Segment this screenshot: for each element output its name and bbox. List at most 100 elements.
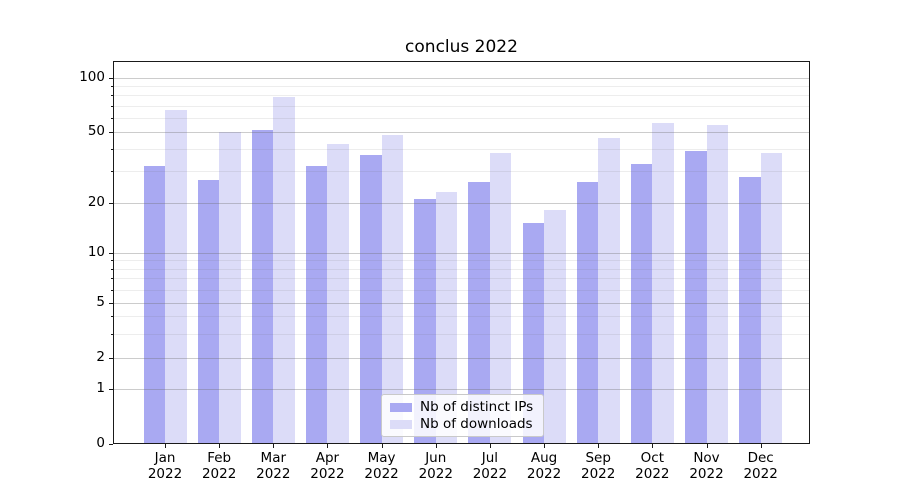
- gridline-major-10: [113, 252, 810, 254]
- bar-mar-nb-of-downloads: [273, 97, 295, 444]
- xtick-jan: [165, 444, 166, 448]
- xtick-jun: [435, 444, 437, 448]
- bar-jan-nb-of-downloads: [165, 110, 187, 444]
- ytick-minor-40: [110, 149, 113, 151]
- xtick-label-jul: Jul 2022: [472, 450, 508, 482]
- gridline-minor-70: [113, 105, 810, 107]
- ytick-label-0: 0: [96, 435, 105, 451]
- bar-apr-nb-of-distinct-ips: [305, 166, 328, 444]
- legend-label-distinct-ips: Nb of distinct IPs: [420, 399, 534, 415]
- xtick-label-apr: Apr 2022: [310, 450, 345, 482]
- ytick-minor-70: [110, 105, 113, 107]
- xtick-aug: [544, 444, 546, 448]
- ytick-label-100: 100: [79, 68, 105, 85]
- gridline-major-5: [113, 303, 810, 304]
- legend-label-downloads: Nb of downloads: [420, 416, 533, 432]
- bar-sep-nb-of-downloads: [598, 138, 620, 444]
- ytick-label-10: 10: [87, 243, 105, 260]
- bar-nov-nb-of-downloads: [706, 124, 728, 444]
- ytick-minor-6: [110, 289, 113, 291]
- gridline-minor-60: [113, 117, 810, 119]
- bar-apr-nb-of-downloads: [327, 143, 349, 444]
- xtick-label-may: May 2022: [364, 450, 399, 482]
- xtick-label-mar: Mar 2022: [256, 450, 291, 482]
- chart-title: conclus 2022: [405, 37, 518, 57]
- bar-mar-nb-of-distinct-ips: [251, 130, 274, 444]
- xtick-apr: [327, 444, 329, 448]
- gridline-minor-3: [113, 333, 810, 335]
- bar-jun-nb-of-distinct-ips: [414, 198, 436, 444]
- bar-oct-nb-of-distinct-ips: [630, 164, 653, 444]
- xtick-label-feb: Feb 2022: [201, 450, 237, 482]
- ytick-1: [109, 389, 113, 390]
- gridline-major-1: [113, 389, 810, 390]
- gridline-minor-6: [113, 289, 810, 291]
- ytick-minor-9: [110, 260, 113, 262]
- xtick-label-jan: Jan 2022: [147, 450, 183, 482]
- ytick-label-2: 2: [96, 349, 105, 365]
- ytick-label-20: 20: [87, 193, 105, 210]
- bar-aug-nb-of-distinct-ips: [522, 223, 545, 444]
- gridline-major-50: [113, 132, 810, 133]
- legend-entry-downloads: Nb of downloads: [390, 416, 535, 432]
- ytick-label-50: 50: [87, 123, 105, 139]
- xtick-label-oct: Oct 2022: [635, 450, 670, 482]
- bar-sep-nb-of-distinct-ips: [576, 182, 599, 444]
- xtick-oct: [652, 444, 654, 448]
- gridline-minor-4: [113, 316, 810, 318]
- xtick-dec: [760, 444, 762, 448]
- ytick-minor-4: [110, 316, 113, 318]
- gridline-minor-7: [113, 278, 810, 280]
- gridline-minor-8: [113, 268, 810, 270]
- bar-feb-nb-of-distinct-ips: [197, 179, 220, 444]
- legend-entry-distinct-ips: Nb of distinct IPs: [390, 399, 535, 415]
- gridline-minor-80: [113, 95, 810, 97]
- gridline-major-20: [113, 202, 810, 204]
- ytick-label-1: 1: [96, 380, 105, 396]
- ytick-5: [109, 303, 113, 304]
- xtick-label-sep: Sep 2022: [581, 450, 616, 482]
- xtick-mar: [273, 444, 275, 448]
- legend: Nb of distinct IPs Nb of downloads: [381, 394, 544, 437]
- xtick-label-jun: Jun 2022: [418, 450, 453, 482]
- bar-dec-nb-of-downloads: [760, 153, 783, 444]
- xtick-jul: [489, 444, 491, 448]
- ytick-minor-30: [110, 171, 113, 173]
- bar-may-nb-of-downloads: [381, 135, 404, 444]
- gridline-minor-30: [113, 171, 810, 173]
- bar-feb-nb-of-downloads: [219, 132, 241, 444]
- bar-jan-nb-of-distinct-ips: [143, 166, 165, 444]
- ytick-minor-7: [110, 278, 113, 280]
- ytick-50: [109, 132, 113, 133]
- ytick-label-5: 5: [96, 294, 105, 310]
- gridline-minor-90: [113, 85, 810, 87]
- bar-oct-nb-of-downloads: [652, 123, 674, 444]
- xtick-label-nov: Nov 2022: [689, 450, 724, 482]
- ytick-10: [109, 252, 113, 254]
- bar-aug-nb-of-downloads: [544, 210, 566, 444]
- bar-may-nb-of-distinct-ips: [360, 155, 382, 444]
- ytick-2: [109, 358, 113, 359]
- bar-jul-nb-of-distinct-ips: [468, 182, 490, 444]
- xtick-sep: [598, 444, 600, 448]
- bar-jul-nb-of-downloads: [489, 153, 512, 444]
- xtick-may: [381, 444, 383, 448]
- bar-dec-nb-of-distinct-ips: [739, 176, 761, 444]
- ytick-minor-80: [110, 95, 113, 97]
- xtick-label-dec: Dec 2022: [743, 450, 778, 482]
- ytick-20: [109, 202, 113, 204]
- gridline-minor-40: [113, 149, 810, 151]
- ytick-100: [109, 77, 113, 79]
- gridline-major-2: [113, 358, 810, 359]
- ytick-minor-60: [110, 117, 113, 119]
- bar-nov-nb-of-distinct-ips: [685, 151, 707, 444]
- ytick-0: [109, 444, 113, 445]
- gridline-minor-9: [113, 260, 810, 262]
- legend-swatch-downloads-icon: [390, 419, 412, 429]
- gridline-major-100: [113, 77, 810, 79]
- xtick-label-aug: Aug 2022: [526, 450, 562, 482]
- xtick-feb: [219, 444, 221, 448]
- xtick-nov: [706, 444, 708, 448]
- ytick-minor-8: [110, 268, 113, 270]
